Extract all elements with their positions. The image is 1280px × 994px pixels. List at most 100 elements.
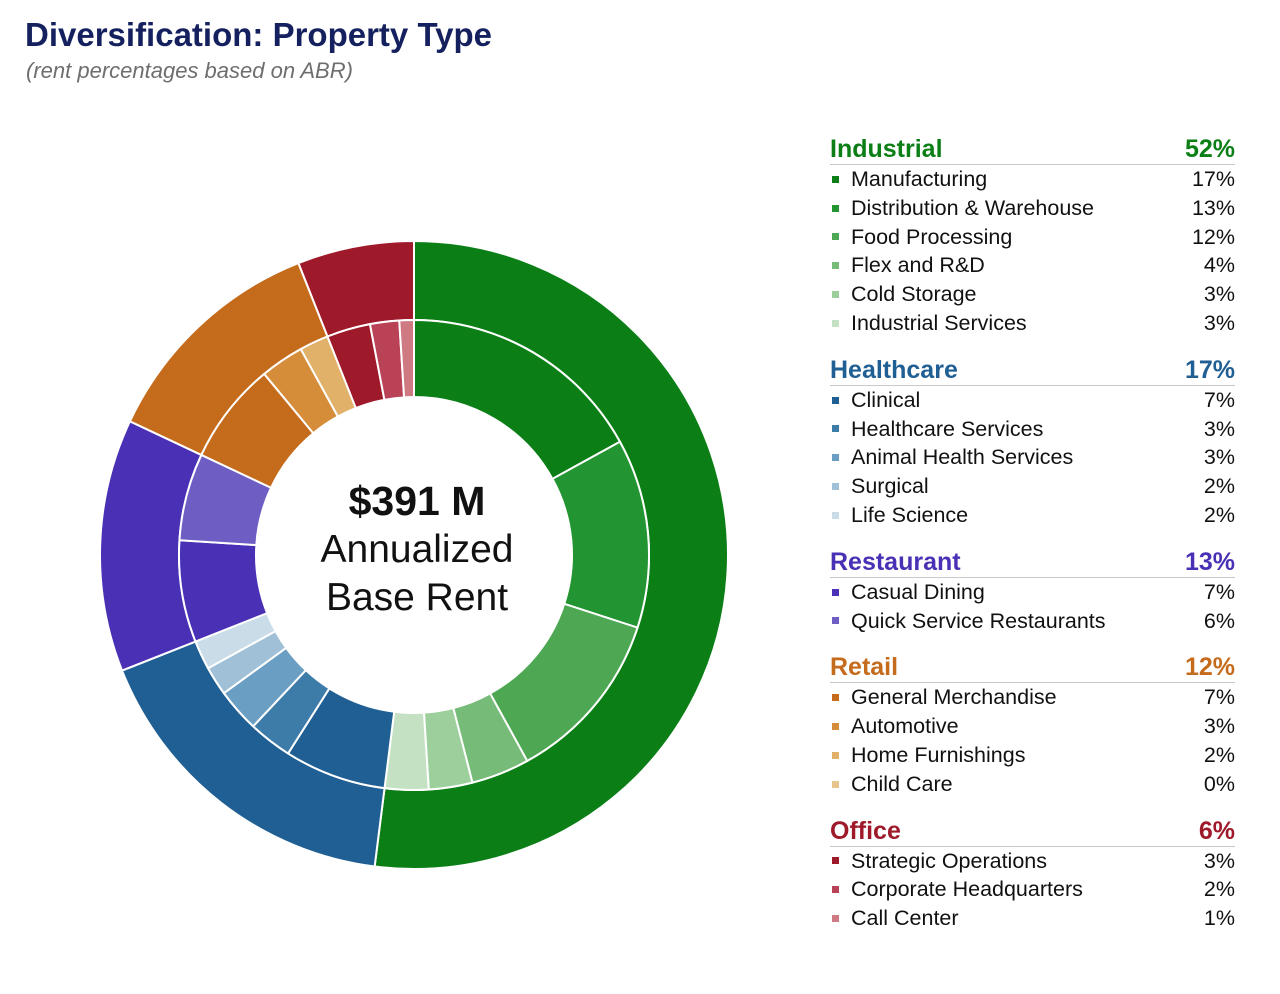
legend-group-name: Office <box>830 816 901 845</box>
legend-item-name-wrap: Healthcare Services <box>830 415 1043 444</box>
legend-item: Call Center 1% <box>830 904 1235 933</box>
legend-swatch-icon <box>832 617 839 625</box>
legend-group-header: Industrial 52% <box>830 134 1235 165</box>
legend-item-name-wrap: General Merchandise <box>830 683 1057 712</box>
legend-item-name-wrap: Distribution & Warehouse <box>830 194 1094 223</box>
legend-group-name: Retail <box>830 653 899 682</box>
legend-item-name: Distribution & Warehouse <box>851 195 1094 220</box>
legend-item-name-wrap: Corporate Headquarters <box>830 875 1083 904</box>
legend-swatch-icon <box>832 511 839 519</box>
legend-swatch-icon <box>832 319 839 327</box>
legend-group-header: Restaurant 13% <box>830 547 1235 578</box>
legend-item-name-wrap: Industrial Services <box>830 309 1027 338</box>
legend-item-name: Cold Storage <box>851 282 977 307</box>
legend-item-percent: 12% <box>1191 224 1235 249</box>
legend-item-name: Call Center <box>851 906 959 931</box>
legend-item-name: Healthcare Services <box>851 416 1044 441</box>
legend-item-name-wrap: Automotive <box>830 712 959 741</box>
legend-swatch-icon <box>832 425 839 433</box>
legend-group-name: Healthcare <box>830 355 958 384</box>
legend-swatch-icon <box>832 396 839 404</box>
legend-group-percent: 13% <box>1184 547 1235 576</box>
legend-item-name-wrap: Cold Storage <box>830 280 977 309</box>
legend-swatch-icon <box>832 262 839 270</box>
legend-item-name: Automotive <box>851 714 959 739</box>
legend-item: Strategic Operations 3% <box>830 847 1235 876</box>
legend-item-percent: 0% <box>1203 771 1235 796</box>
legend-item-name: Corporate Headquarters <box>851 877 1083 902</box>
legend-group-healthcare: Healthcare 17% Clinical 7% Healthcare Servic… <box>830 355 1235 530</box>
center-label-line2: Base Rent <box>325 576 509 619</box>
legend-swatch-icon <box>832 291 839 299</box>
legend-group-header: Office 6% <box>830 816 1235 847</box>
legend-group-percent: 52% <box>1184 135 1235 163</box>
inner-slice-call-center <box>398 318 415 399</box>
legend-swatch-icon <box>832 751 839 759</box>
total-abr-value: $391 M <box>348 478 486 524</box>
legend-item-name-wrap: Quick Service Restaurants <box>830 607 1106 636</box>
legend-swatch-icon <box>832 780 839 788</box>
property-type-donut-chart <box>99 239 729 870</box>
legend-item-percent: 2% <box>1203 474 1235 499</box>
legend-group-header: Retail 12% <box>830 652 1235 684</box>
legend-item-percent: 7% <box>1203 685 1235 710</box>
legend-item-name-wrap: Child Care <box>830 770 953 799</box>
legend-item-name: Manufacturing <box>851 167 988 191</box>
legend-item-name-wrap: Strategic Operations <box>830 847 1047 876</box>
legend-item-name: Clinical <box>851 387 921 412</box>
legend-item-name: Life Science <box>851 502 969 527</box>
legend-swatch-icon <box>832 857 839 865</box>
legend-item-percent: 4% <box>1203 253 1235 278</box>
legend-item-percent: 13% <box>1191 195 1235 220</box>
legend-item-percent: 3% <box>1203 445 1235 470</box>
legend-item: Clinical 7% <box>830 386 1235 415</box>
legend-item-percent: 3% <box>1203 848 1235 873</box>
legend-item-percent: 3% <box>1203 416 1235 441</box>
legend-item: Child Care 0% <box>830 770 1235 799</box>
legend-item-percent: 7% <box>1203 387 1235 412</box>
legend-swatch-icon <box>832 723 839 731</box>
legend-item-name-wrap: Clinical <box>830 386 920 415</box>
legend-group-name: Industrial <box>830 135 943 163</box>
legend-item-name-wrap: Manufacturing <box>830 165 987 194</box>
legend-item-name: Quick Service Restaurants <box>851 608 1106 633</box>
legend-group-name: Restaurant <box>830 547 961 576</box>
center-label-line1: Annualized <box>320 528 514 571</box>
legend-item-percent: 2% <box>1203 502 1235 527</box>
page-title: Diversification: Property Type <box>25 16 493 53</box>
legend-group-percent: 6% <box>1198 816 1235 845</box>
legend-swatch-icon <box>832 454 839 462</box>
legend-group-percent: 17% <box>1184 355 1235 384</box>
legend-swatch-icon <box>832 204 839 212</box>
legend-item-name: Surgical <box>851 474 929 499</box>
legend-item-percent: 7% <box>1203 579 1235 604</box>
legend-item-name-wrap: Flex and R&D <box>830 251 985 280</box>
legend-item-percent: 3% <box>1203 282 1235 307</box>
legend-item-name-wrap: Surgical <box>830 472 929 501</box>
legend-item-percent: 2% <box>1203 877 1235 902</box>
legend-item-name: Home Furnishings <box>851 742 1026 767</box>
legend-group-office: Office 6% Strategic Operations 3% Corporate … <box>830 816 1235 933</box>
page-subtitle: (rent percentages based on ABR) <box>26 58 353 83</box>
legend-item-percent: 6% <box>1203 608 1235 633</box>
legend-item-name: Flex and R&D <box>851 253 985 278</box>
legend-item-name: Child Care <box>851 771 953 796</box>
legend-item-percent: 1% <box>1203 906 1235 931</box>
legend-item-percent: 2% <box>1203 742 1235 767</box>
legend-item-name-wrap: Home Furnishings <box>830 741 1025 770</box>
legend-item: Corporate Headquarters 2% <box>830 875 1235 904</box>
legend-group-restaurant: Restaurant 13% Casual Dining 7% Quick Servic… <box>830 547 1235 636</box>
legend-item-percent: 17% <box>1191 167 1235 191</box>
legend-swatch-icon <box>832 483 839 491</box>
legend-item: Healthcare Services 3% <box>830 415 1235 444</box>
legend-item: Surgical 2% <box>830 472 1235 501</box>
legend-item: Life Science 2% <box>830 501 1235 530</box>
legend-swatch-icon <box>832 588 839 596</box>
legend-item: Industrial Services 3% <box>830 309 1235 338</box>
legend-group-industrial: Industrial 52% Manufacturing 17% Distributio… <box>830 134 1235 338</box>
legend-group-percent: 12% <box>1184 653 1235 682</box>
chart-legend: Industrial 52% Manufacturing 17% Distributio… <box>830 134 1235 950</box>
legend-item: Flex and R&D 4% <box>830 251 1235 280</box>
legend-item: Animal Health Services 3% <box>830 443 1235 472</box>
legend-group-retail: Retail 12% General Merchandise 7% Automotive… <box>830 652 1235 798</box>
